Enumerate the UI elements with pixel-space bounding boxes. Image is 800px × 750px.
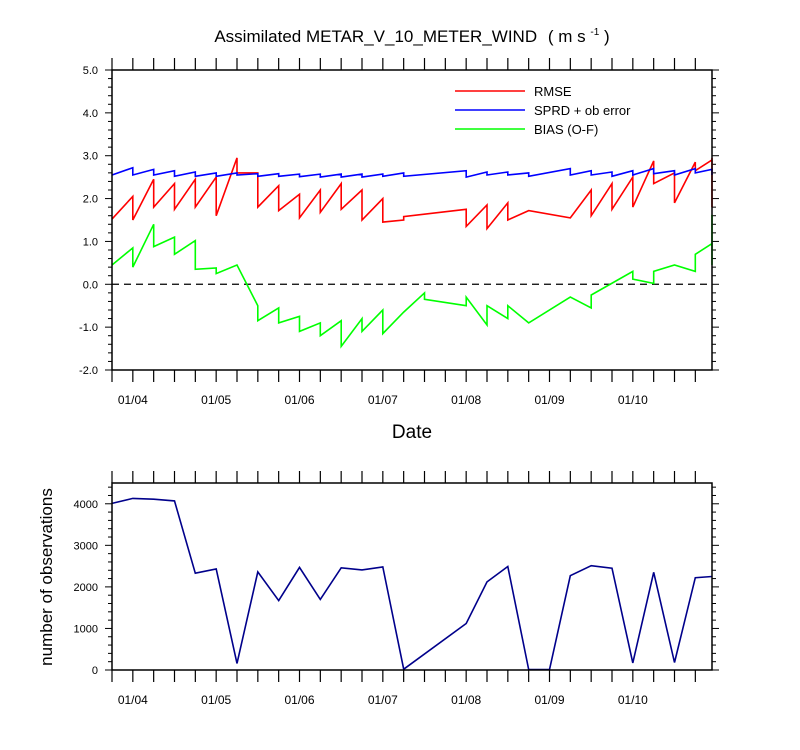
chart-title: Assimilated METAR_V_10_METER_WIND ( m s … [214, 20, 609, 46]
bottom-x-tick-label: 01/10 [618, 693, 648, 707]
bottom-x-tick-labels: 01/04 01/05 01/06 01/07 01/08 01/09 01/10 [118, 693, 648, 707]
top-x-tick-label: 01/04 [118, 393, 148, 407]
bottom-y-tick-label: 2000 [74, 582, 98, 594]
top-x-tick-label: 01/06 [284, 393, 314, 407]
legend-label-sprd-ob-error: SPRD + ob error [534, 103, 631, 118]
top-y-tick-label: 4.0 [83, 108, 98, 120]
top-axis-ticks [105, 58, 719, 382]
top-y-tick-label: -1.0 [79, 322, 98, 334]
bottom-axis-ticks [105, 471, 719, 682]
legend-label-rmse: RMSE [534, 84, 572, 99]
legend: RMSE SPRD + ob error BIAS (O-F) [455, 84, 631, 137]
bottom-series-lines [111, 497, 713, 671]
top-y-tick-label: 0.0 [83, 279, 98, 291]
bottom-x-tick-label: 01/04 [118, 693, 148, 707]
top-plot-frame [111, 69, 713, 371]
top-x-tick-label: 01/05 [201, 393, 231, 407]
top-x-tick-label: 01/08 [451, 393, 481, 407]
bottom-y-tick-label: 0 [92, 665, 98, 677]
series-line-bias-o-f [111, 214, 713, 349]
series-line-number-of-observations [111, 497, 713, 671]
top-panel: Assimilated METAR_V_10_METER_WIND ( m s … [79, 20, 719, 443]
bottom-x-tick-label: 01/05 [201, 693, 231, 707]
legend-label-bias-o-f: BIAS (O-F) [534, 122, 598, 137]
top-x-tick-label: 01/10 [618, 393, 648, 407]
top-x-tick-label: 01/07 [368, 393, 398, 407]
y-axis-label: number of observations [37, 488, 56, 666]
top-y-tick-label: -2.0 [79, 365, 98, 377]
bottom-y-tick-label: 4000 [74, 499, 98, 511]
top-y-tick-label: 2.0 [83, 194, 98, 206]
top-x-tick-labels: 01/04 01/05 01/06 01/07 01/08 01/09 01/10 [118, 393, 648, 407]
bottom-plot-frame [111, 482, 713, 671]
top-x-tick-label: 01/09 [534, 393, 564, 407]
top-y-tick-labels: -2.0 -1.0 0.0 1.0 2.0 3.0 4.0 5.0 [79, 65, 98, 377]
bottom-y-tick-label: 3000 [74, 540, 98, 552]
top-y-tick-label: 5.0 [83, 65, 98, 77]
series-line-rmse [111, 157, 713, 231]
top-series-lines [111, 157, 713, 349]
x-axis-label: Date [392, 422, 432, 443]
bottom-y-tick-labels: 0 1000 2000 3000 4000 [74, 499, 98, 677]
series-line-sprd-ob-error [111, 166, 713, 179]
bottom-x-tick-label: 01/08 [451, 693, 481, 707]
bottom-y-tick-label: 1000 [74, 623, 98, 635]
top-y-tick-label: 3.0 [83, 151, 98, 163]
bottom-x-tick-label: 01/09 [534, 693, 564, 707]
bottom-x-tick-label: 01/06 [284, 693, 314, 707]
top-y-tick-label: 1.0 [83, 236, 98, 248]
bottom-x-tick-label: 01/07 [368, 693, 398, 707]
